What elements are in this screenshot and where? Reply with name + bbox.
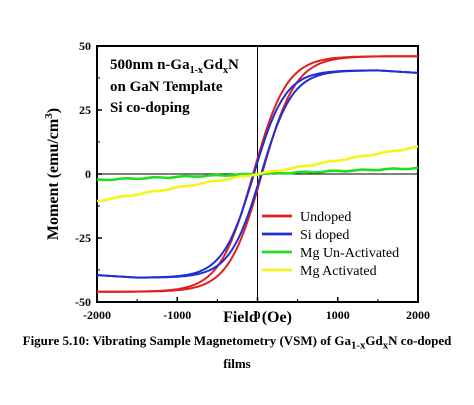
series-undoped: [97, 55, 418, 293]
y-tick-label: 25: [79, 103, 91, 117]
plot-area: -2000 -1000 0 1000 2000 -50 -25 0 25 50 Field (Oe)…: [43, 39, 430, 326]
x-tick-label: 1000: [326, 308, 350, 322]
caption-mid: Gd: [365, 333, 383, 348]
figure-caption: Figure 5.10: Vibrating Sample Magnetomet…: [0, 332, 474, 372]
x-axis-label: Field (Oe): [223, 309, 292, 326]
series-si-doped: [96, 69, 419, 279]
caption-sub-1: 1-x: [350, 339, 366, 352]
legend-label: Mg Activated: [300, 264, 377, 279]
annotation-line-3: Si co-doping: [110, 100, 190, 116]
x-tick-label: -1000: [163, 308, 191, 322]
annotation-line-2: on GaN Template: [110, 79, 223, 95]
x-tick-label: 2000: [406, 308, 430, 322]
y-tick-label: -50: [75, 295, 91, 309]
loop-branch-lower: [96, 69, 419, 279]
legend-label: Mg Un-Activated: [300, 246, 399, 261]
caption-line-1: Figure 5.10: Vibrating Sample Magnetomet…: [0, 332, 474, 355]
legend: Undoped Si doped Mg Un-Activated Mg Activat…: [262, 210, 399, 279]
y-tick-label: -25: [75, 231, 91, 245]
caption-suffix: N co-doped: [388, 333, 452, 348]
series-mg-activated: [96, 145, 419, 203]
x-tick-label: -2000: [83, 308, 111, 322]
series-line: [96, 145, 419, 203]
legend-label: Undoped: [300, 210, 351, 225]
legend-label: Si doped: [300, 228, 349, 243]
annotation-line-1: 500nm n-Ga1-xGdxN: [110, 57, 239, 76]
annotation: 500nm n-Ga1-xGdxN on GaN Template Si co-do…: [110, 57, 239, 116]
y-tick-label: 50: [79, 39, 91, 53]
caption-sub-2: x: [382, 339, 389, 352]
y-axis-label: Moment (emu/cm3): [43, 108, 62, 240]
caption-prefix: Figure 5.10: Vibrating Sample Magnetomet…: [22, 333, 351, 348]
y-tick-label: 0: [85, 167, 91, 181]
vsm-chart: -2000 -1000 0 1000 2000 -50 -25 0 25 50 Field (Oe)…: [43, 39, 430, 326]
caption-line-2: films: [223, 355, 251, 371]
loop-branch-lower: [97, 55, 418, 293]
x-tick-label: 0: [255, 308, 261, 322]
